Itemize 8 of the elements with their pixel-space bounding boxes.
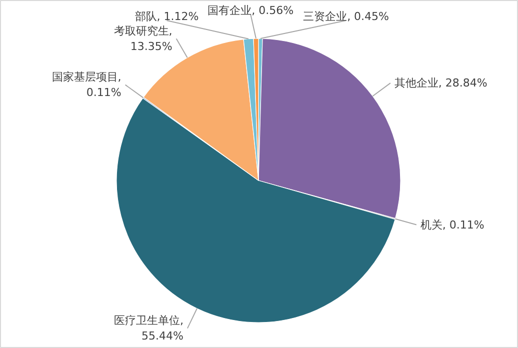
slice-label: 三资企业, 0.45% [303, 10, 389, 23]
slice-label: 机关, 0.11% [420, 218, 484, 232]
slice-label: 医疗卫生单位, 55.44% [114, 314, 184, 343]
slice-label: 国家基层项目, 0.11% [52, 70, 122, 100]
slice-label: 考取研究生, 13.35% [114, 24, 172, 53]
slice-label: 其他企业, 28.84% [394, 76, 488, 90]
slice-label: 国有企业, 0.56% [208, 4, 294, 17]
slice-label: 部队, 1.12% [134, 10, 199, 23]
